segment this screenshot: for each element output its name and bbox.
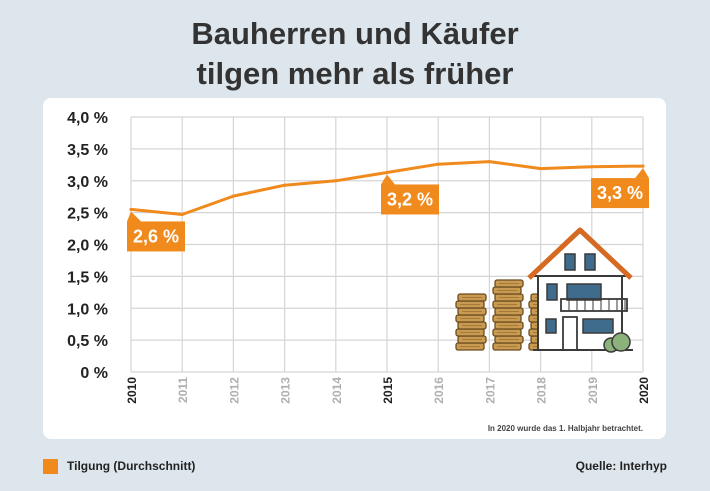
annotation-callout: 3,3 % — [591, 168, 649, 209]
house-roof — [527, 227, 633, 280]
annotation-box — [127, 221, 185, 252]
bush-leaf — [611, 332, 631, 352]
data-point — [231, 194, 235, 198]
legend-swatch — [43, 458, 58, 474]
coin-stacks-icon — [492, 279, 524, 351]
house-window — [582, 318, 614, 334]
y-tick-label: 3,0 % — [67, 174, 108, 191]
house-gable — [530, 230, 630, 277]
title-line-2: tilgen mehr als früher — [196, 56, 514, 91]
y-tick-label: 1,5 % — [67, 269, 108, 286]
annotation-label: 3,2 % — [387, 189, 433, 209]
bush-icon — [603, 332, 631, 353]
y-tick-label: 1,0 % — [67, 301, 108, 318]
x-tick-label: 2016 — [432, 377, 446, 404]
data-point — [590, 165, 594, 169]
y-tick-label: 2,5 % — [67, 206, 108, 223]
data-point — [334, 179, 338, 183]
annotation-box — [591, 178, 649, 209]
house-balcony — [560, 298, 628, 312]
house-window — [545, 318, 557, 334]
data-point — [436, 162, 440, 166]
source-note: Quelle: Interhyp — [575, 459, 667, 473]
data-point — [539, 167, 543, 171]
house-window — [566, 283, 602, 301]
y-tick-label: 2,0 % — [67, 238, 108, 255]
y-tick-label: 0 % — [80, 365, 108, 382]
annotation-label: 2,6 % — [133, 226, 179, 246]
y-tick-label: 0,5 % — [67, 333, 108, 350]
x-tick-label: 2013 — [279, 377, 293, 404]
annotation-box — [381, 184, 439, 215]
x-tick-label: 2012 — [227, 377, 241, 404]
title-line-1: Bauherren und Käufer — [191, 16, 519, 51]
data-point — [283, 183, 287, 187]
chart-card: 0 % 0,5 % 1,0 % 1,5 % 2,0 % 2,5 % 3,0 % 3,5 % 4,… — [43, 98, 666, 439]
y-tick-label: 4,0 % — [67, 110, 108, 127]
illustration — [455, 227, 633, 353]
x-tick-label: 2015 — [381, 377, 395, 404]
coin-stacks-icon — [455, 293, 487, 351]
annotation-pointer — [381, 174, 395, 185]
data-point — [385, 170, 389, 174]
house-window — [546, 283, 558, 301]
house-window — [564, 253, 576, 271]
data-point — [641, 164, 645, 168]
x-tick-label: 2014 — [330, 377, 344, 404]
annotation-pointer — [635, 168, 649, 179]
x-tick-label: 2017 — [483, 377, 497, 404]
data-point — [180, 213, 184, 217]
house-door — [562, 316, 578, 351]
x-tick-label: 2010 — [125, 377, 139, 404]
legend: Tilgung (Durchschnitt) — [43, 458, 195, 474]
chart-title: Bauherren und Käufer tilgen mehr als frü… — [0, 14, 710, 94]
y-tick-label: 3,5 % — [67, 142, 108, 159]
x-tick-label: 2019 — [586, 377, 600, 404]
data-point — [487, 160, 491, 164]
line-chart: 0 % 0,5 % 1,0 % 1,5 % 2,0 % 2,5 % 3,0 % 3,5 % 4,… — [67, 110, 651, 433]
annotation-pointer — [127, 211, 141, 222]
x-tick-label: 2018 — [535, 377, 549, 404]
x-tick-label: 2020 — [637, 377, 651, 404]
x-tick-label: 2011 — [176, 377, 190, 403]
legend-label: Tilgung (Durchschnitt) — [67, 459, 196, 473]
house-icon — [527, 227, 633, 351]
annotation-callout: 3,2 % — [381, 174, 439, 215]
annotation-label: 3,3 % — [597, 183, 643, 203]
chart-footnote: In 2020 wurde das 1. Halbjahr betrachtet… — [488, 424, 643, 433]
data-point — [129, 207, 133, 211]
annotation-callout: 2,6 % — [127, 211, 185, 252]
house-window — [584, 253, 596, 271]
